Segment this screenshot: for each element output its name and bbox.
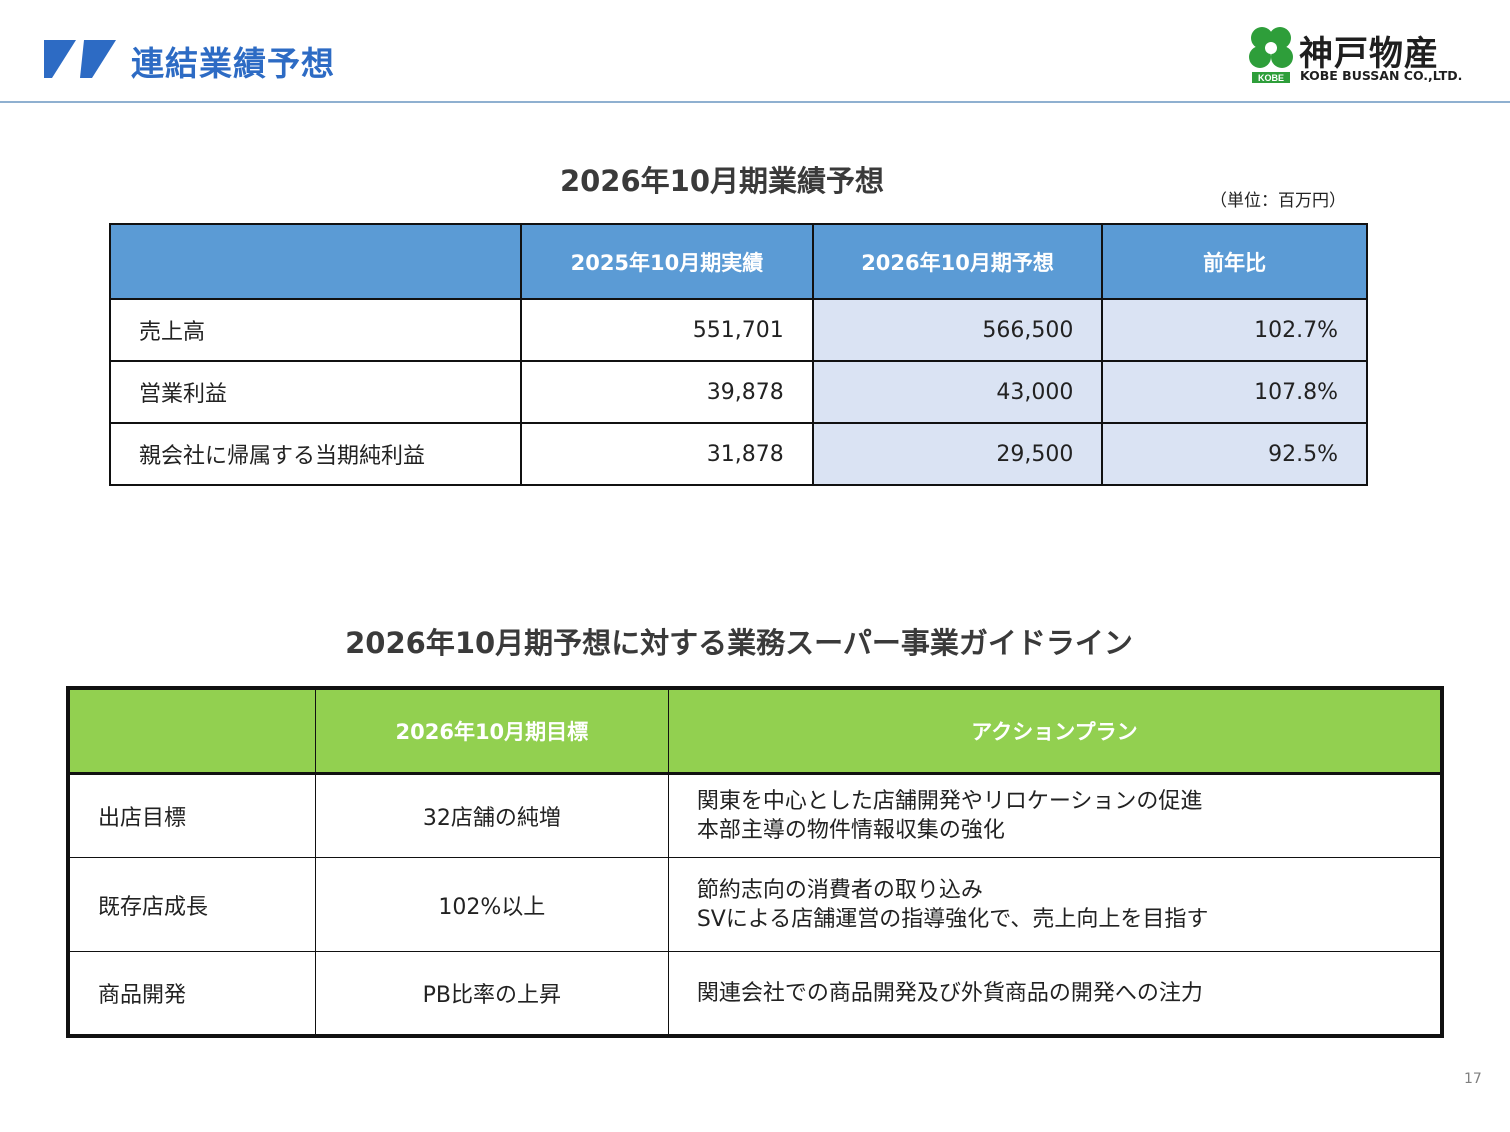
actual-value: 31,878 — [520, 422, 814, 486]
header-divider — [0, 101, 1510, 103]
forecast-value: 29,500 — [811, 422, 1104, 486]
forecast-value: 43,000 — [811, 360, 1104, 424]
table-row: 商品開発 PB比率の上昇 関連会社での商品開発及び外貨商品の開発への注力 — [67, 951, 1443, 1037]
row-label: 親会社に帰属する当期純利益 — [108, 422, 523, 486]
column-header: 2025年10月期実績 — [520, 223, 814, 300]
guideline-title: 2026年10月期予想に対する業務スーパー事業ガイドライン — [345, 626, 1133, 660]
action-plan-line: 関東を中心とした店舗開発やリロケーションの促進 — [696, 789, 1203, 814]
table-row: 既存店成長 102%以上 節約志向の消費者の取り込み SVによる店舗運営の指導強… — [67, 857, 1443, 952]
page-title: 連結業績予想 — [131, 44, 335, 83]
table-row: 出店目標 32店舗の純増 関東を中心とした店舗開発やリロケーションの促進 本部主… — [67, 773, 1443, 858]
table-row: 営業利益 39,878 43,000 107.8% — [108, 360, 1368, 424]
logo-name-jp: 神戸物産 — [1299, 34, 1439, 74]
unit-label: （単位：百万円） — [1210, 191, 1346, 211]
row-label: 出店目標 — [67, 773, 316, 858]
column-header: 2026年10月期目標 — [314, 687, 669, 775]
column-header — [108, 223, 523, 300]
action-plan: 節約志向の消費者の取り込み SVによる店舗運営の指導強化で、売上向上を目指す — [667, 857, 1443, 952]
target-value: 102%以上 — [314, 857, 669, 952]
action-plan-line: 関連会社での商品開発及び外貨商品の開発への注力 — [696, 980, 1203, 1006]
logo-mark-text: KOBE — [1258, 73, 1284, 83]
company-logo: KOBE 神戸物産 KOBE BUSSAN CO.,LTD. — [1246, 26, 1482, 88]
table-header-row: 2026年10月期目標 アクションプラン — [67, 687, 1443, 775]
target-value: 32店舗の純増 — [314, 773, 669, 858]
action-plan-line: SVによる店舗運営の指導強化で、売上向上を目指す — [696, 906, 1209, 932]
chevron-decoration-icon — [44, 40, 116, 78]
logo-name-en: KOBE BUSSAN CO.,LTD. — [1300, 68, 1463, 83]
forecast-title: 2026年10月期業績予想 — [559, 164, 885, 198]
table-row: 売上高 551,701 566,500 102.7% — [108, 298, 1368, 362]
yoy-value: 92.5% — [1101, 422, 1368, 486]
table-header-row: 2025年10月期実績 2026年10月期予想 前年比 — [108, 223, 1368, 300]
yoy-value: 107.8% — [1101, 360, 1368, 424]
row-label: 営業利益 — [108, 360, 523, 424]
column-header: 2026年10月期予想 — [811, 223, 1104, 300]
forecast-value: 566,500 — [811, 298, 1104, 362]
column-header: 前年比 — [1101, 223, 1368, 300]
table-row: 親会社に帰属する当期純利益 31,878 29,500 92.5% — [108, 422, 1368, 486]
action-plan: 関東を中心とした店舗開発やリロケーションの促進 本部主導の物件情報収集の強化 — [667, 773, 1443, 858]
row-label: 既存店成長 — [67, 857, 316, 952]
actual-value: 39,878 — [520, 360, 814, 424]
guideline-table: 2026年10月期目標 アクションプラン 出店目標 32店舗の純増 関東を中心と… — [66, 686, 1444, 1038]
target-value: PB比率の上昇 — [314, 951, 669, 1037]
yoy-value: 102.7% — [1101, 298, 1368, 362]
slide-header: 連結業績予想 KOBE 神戸物産 KOBE BUSSAN CO.,LTD. — [0, 0, 1510, 103]
actual-value: 551,701 — [520, 298, 814, 362]
action-plan-line: 本部主導の物件情報収集の強化 — [696, 818, 1005, 843]
forecast-table: 2025年10月期実績 2026年10月期予想 前年比 売上高 551,701 … — [108, 223, 1368, 486]
row-label: 売上高 — [108, 298, 523, 362]
clover-logo-icon: KOBE — [1249, 27, 1293, 83]
action-plan-line: 節約志向の消費者の取り込み — [696, 877, 983, 903]
action-plan: 関連会社での商品開発及び外貨商品の開発への注力 — [667, 951, 1443, 1037]
column-header — [67, 687, 316, 775]
page-number: 17 — [1464, 1071, 1482, 1087]
column-header: アクションプラン — [667, 687, 1443, 775]
row-label: 商品開発 — [67, 951, 316, 1037]
